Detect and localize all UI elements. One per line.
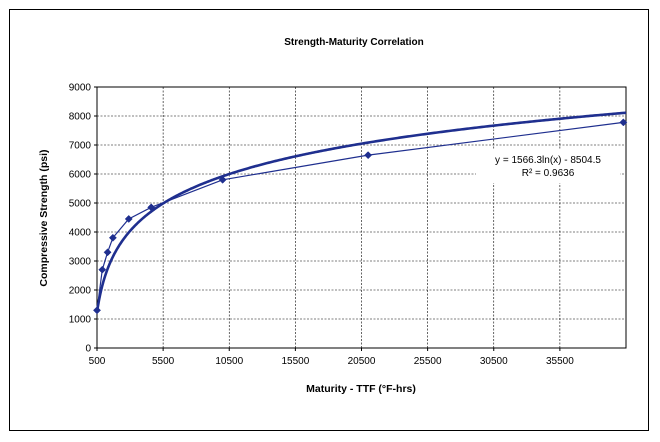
data-point-marker [98, 265, 107, 274]
x-tick-label: 15500 [281, 356, 309, 367]
x-tick-labels: 500 5500 10500 15500 20500 25500 30500 35500 [89, 348, 574, 367]
x-tick-label: 20500 [348, 356, 376, 367]
x-tick-label: 30500 [480, 356, 508, 367]
data-point-marker [93, 306, 101, 315]
x-tick-label: 500 [89, 356, 106, 367]
trendline-curve [95, 111, 627, 313]
data-point-marker [218, 175, 227, 184]
data-point-marker [108, 233, 117, 242]
y-tick-label: 1000 [69, 315, 92, 326]
y-tick-label: 9000 [69, 83, 92, 94]
y-tick-label: 6000 [69, 170, 92, 181]
y-tick-label: 5000 [69, 199, 92, 210]
x-tick-label: 35500 [546, 356, 574, 367]
x-tick-label: 5500 [152, 356, 175, 367]
trendline-layer [95, 111, 627, 313]
data-point-marker [124, 214, 133, 223]
y-tick-label: 0 [85, 344, 91, 355]
y-tick-label: 3000 [69, 257, 92, 268]
data-point-marker [147, 203, 156, 212]
chart-frame [9, 9, 649, 431]
series-layer [93, 118, 628, 315]
data-point-marker [364, 151, 373, 160]
trendline-r-squared: R² = 0.9636 [522, 168, 575, 179]
y-tick-label: 4000 [69, 228, 92, 239]
data-point-marker [103, 248, 112, 257]
x-tick-label: 25500 [414, 356, 442, 367]
y-axis-title: Compressive Strength (psi) [38, 149, 50, 286]
data-point-marker [619, 118, 628, 127]
y-tick-label: 2000 [69, 286, 92, 297]
chart-title: Strength-Maturity Correlation [284, 37, 423, 48]
x-tick-label: 10500 [215, 356, 243, 367]
grid-layer [97, 87, 626, 348]
x-axis-title: Maturity - TTF (°F-hrs) [306, 383, 416, 395]
y-tick-labels: 0 1000 2000 3000 4000 5000 6000 7000 8000 9000 [69, 83, 97, 355]
y-tick-label: 7000 [69, 141, 92, 152]
y-tick-label: 8000 [69, 112, 92, 123]
trendline-equation: y = 1566.3ln(x) - 8504.5 [495, 155, 601, 166]
equation-box [476, 149, 620, 183]
